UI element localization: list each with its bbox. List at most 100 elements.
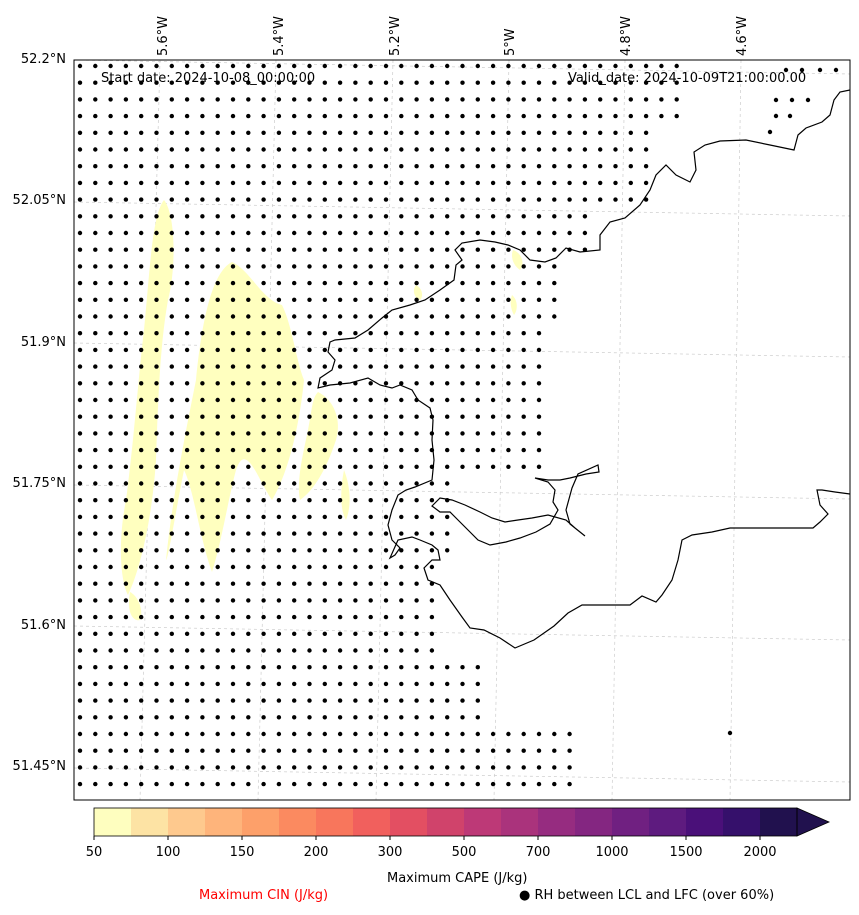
rh-dot: [475, 347, 480, 353]
rh-dot: [215, 564, 220, 570]
rh-dot: [123, 614, 129, 620]
rh-dot: [169, 364, 174, 369]
rh-dot: [399, 397, 404, 403]
rh-dot: [598, 147, 603, 152]
rh-dot: [184, 531, 190, 536]
rh-dot: [429, 715, 435, 720]
rh-dot: [77, 130, 83, 135]
rh-dot: [307, 331, 312, 336]
rh-dot: [123, 464, 129, 469]
rh-dot: [322, 765, 327, 770]
rh-dot: [368, 614, 373, 620]
rh-dot: [475, 97, 480, 102]
rh-dot: [276, 648, 282, 653]
rh-dot: [292, 214, 297, 219]
rh-dot: [123, 130, 129, 135]
rh-dot: [276, 447, 282, 453]
rh-dot: [169, 381, 174, 386]
rh-dot: [552, 164, 557, 169]
rh-dot: [490, 280, 496, 286]
rh-dot: [399, 214, 404, 219]
rh-dot: [246, 748, 251, 753]
rh-dot: [246, 230, 251, 236]
rh-dot: [353, 548, 358, 553]
rh-dot: [307, 531, 312, 536]
rh-dot: [154, 197, 159, 202]
rh-dot: [276, 698, 282, 703]
colorbar-segment: [649, 808, 687, 836]
rh-dot: [108, 297, 113, 302]
rh-dot: [230, 381, 236, 386]
rh-dot: [429, 781, 435, 787]
cape-band-east: [298, 392, 338, 500]
rh-dot: [246, 247, 251, 252]
rh-dot: [460, 431, 465, 436]
rh-dot: [383, 414, 389, 419]
rh-dot: [475, 364, 480, 369]
rh-dot: [184, 781, 190, 787]
rh-dot: [506, 130, 511, 135]
rh-dot: [322, 381, 327, 386]
rh-dot: [307, 247, 312, 252]
rh-dot: [613, 197, 618, 202]
rh-dot: [184, 331, 190, 336]
rh-dot: [383, 80, 389, 85]
rh-dot: [276, 80, 282, 85]
rh-dot: [368, 748, 373, 753]
rh-dot: [200, 698, 205, 703]
rh-dot: [108, 765, 113, 770]
rh-dot: [169, 581, 174, 586]
rh-dot: [582, 164, 588, 169]
rh-dot: [292, 230, 297, 236]
rh-dot: [93, 147, 98, 152]
rh-dot: [246, 564, 251, 570]
rh-dot: [659, 80, 664, 85]
rh-dot: [399, 230, 404, 236]
rh-dot: [506, 331, 511, 336]
rh-dot: [445, 197, 450, 202]
rh-dot: [77, 230, 83, 236]
rh-dot: [613, 63, 618, 69]
rh-dot: [230, 748, 236, 753]
rh-dot: [93, 631, 98, 636]
rh-dot: [77, 97, 83, 102]
rh-dot: [414, 631, 419, 636]
rh-dot: [93, 297, 98, 302]
rh-dot: [123, 347, 129, 353]
rh-dot: [108, 130, 113, 135]
rh-dot: [613, 97, 618, 102]
rh-dot: [368, 548, 373, 553]
rh-dot: [322, 80, 327, 85]
rh-dot: [154, 247, 159, 252]
rh-dot: [414, 731, 419, 737]
rh-dot: [322, 564, 327, 570]
rh-dot: [643, 63, 649, 69]
rh-dot: [429, 247, 435, 252]
rh-dot: [215, 481, 220, 486]
rh-dot: [383, 548, 389, 553]
rh-dot: [184, 63, 190, 69]
rh-dot: [445, 247, 450, 252]
rh-dot: [108, 414, 113, 419]
rh-dot: [261, 781, 266, 787]
rh-dot: [108, 581, 113, 586]
rh-dot: [490, 264, 496, 269]
rh-dot: [414, 498, 419, 503]
rh-dot: [108, 748, 113, 753]
rh-dot: [506, 447, 511, 453]
rh-dot: [123, 63, 129, 69]
rh-dot: [246, 397, 251, 403]
rh-dot: [169, 63, 174, 69]
rh-dot: [414, 765, 419, 770]
rh-dot: [582, 63, 588, 69]
rh-dot: [215, 431, 220, 436]
rh-dot: [429, 331, 435, 336]
rh-dot: [307, 264, 312, 269]
rh-dot: [475, 80, 480, 85]
rh-dot: [445, 665, 450, 670]
rh-dot: [169, 431, 174, 436]
rh-dot: [154, 581, 159, 586]
rh-dot: [490, 80, 496, 85]
rh-dot: [490, 197, 496, 202]
rh-dot: [261, 314, 266, 319]
